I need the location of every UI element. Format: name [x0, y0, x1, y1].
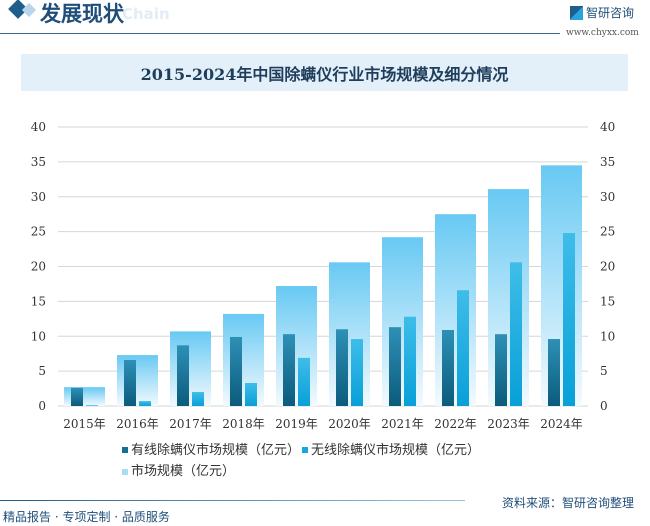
x-tick-label: 2020年 — [328, 417, 371, 431]
y-tick-left: 25 — [31, 225, 46, 239]
legend-item-wireless: 无线除螨仪市场规模（亿元） — [302, 440, 480, 461]
bar-wired — [71, 387, 83, 406]
y-tick-right: 0 — [600, 399, 608, 413]
y-tick-left: 0 — [38, 399, 46, 413]
bar-wired — [389, 327, 401, 406]
y-tick-right: 25 — [600, 225, 615, 239]
legend-swatch — [302, 447, 309, 453]
x-tick-label: 2021年 — [381, 417, 424, 431]
bar-total — [117, 355, 158, 406]
chart-title: 2015-2024年中国除螨仪行业市场规模及细分情况 — [140, 64, 509, 84]
footer-slogan: 精品报告 · 专项定制 · 品质服务 — [3, 510, 170, 524]
bar-wireless — [563, 233, 575, 406]
bar-total — [382, 237, 423, 406]
x-tick-label: 2024年 — [540, 417, 583, 431]
legend-swatch — [122, 447, 128, 453]
section-en: Chain — [122, 5, 170, 23]
x-tick-label: 2019年 — [275, 417, 318, 431]
bar-wired — [230, 336, 242, 406]
legend-item-wired: 有线除螨仪市场规模（亿元） — [122, 440, 300, 461]
chart-title-band: 2015-2024年中国除螨仪行业市场规模及细分情况 — [21, 54, 628, 91]
chart-legend: 有线除螨仪市场规模（亿元） 无线除螨仪市场规模（亿元） 市场规模（亿元） — [122, 439, 542, 482]
data-source: 资料来源：智研咨询整理 — [502, 496, 635, 510]
y-tick-right: 5 — [600, 364, 608, 378]
x-tick-label: 2015年 — [63, 417, 106, 431]
bar-wired — [495, 334, 507, 406]
bar-total — [435, 214, 476, 406]
bar-total — [223, 313, 264, 406]
y-tick-left: 5 — [38, 364, 46, 378]
bar-wireless — [298, 357, 310, 406]
header-divider — [0, 33, 560, 34]
y-tick-right: 20 — [600, 260, 615, 274]
bar-total — [170, 331, 211, 406]
bar-wireless — [351, 339, 363, 406]
bar-wireless — [245, 382, 257, 406]
bar-wired — [283, 334, 295, 406]
y-tick-right: 35 — [600, 155, 615, 169]
bar-wired — [442, 329, 454, 406]
y-tick-left: 40 — [31, 120, 46, 134]
y-tick-right: 40 — [600, 120, 615, 134]
x-tick-label: 2022年 — [434, 417, 477, 431]
brand-logo: 智研咨询 — [570, 4, 634, 21]
bar-total — [64, 387, 105, 406]
bar-wireless — [86, 405, 98, 406]
x-tick-label: 2016年 — [116, 417, 159, 431]
legend-label: 无线除螨仪市场规模（亿元） — [311, 442, 481, 458]
y-tick-left: 30 — [31, 190, 46, 204]
bar-wireless — [139, 401, 151, 406]
section-title: 发展现状 — [40, 1, 124, 26]
legend-item-total: 市场规模（亿元） — [122, 461, 235, 482]
x-tick-label: 2017年 — [169, 417, 212, 431]
bar-wired — [336, 329, 348, 406]
y-tick-left: 15 — [31, 294, 46, 308]
bar-wired — [548, 339, 560, 406]
bar-wireless — [192, 392, 204, 406]
footer-divider — [0, 500, 465, 501]
bar-total — [329, 262, 370, 406]
x-tick-label: 2023年 — [487, 417, 530, 431]
legend-label: 市场规模（亿元） — [131, 464, 236, 479]
logo-text: 智研咨询 — [586, 6, 635, 20]
logo-icon — [570, 5, 583, 20]
y-tick-right: 10 — [600, 329, 615, 343]
bar-wireless — [404, 316, 416, 406]
bar-total — [488, 189, 529, 406]
bar-wired — [177, 345, 189, 406]
y-tick-left: 20 — [31, 260, 46, 274]
bar-wired — [124, 359, 136, 406]
bar-wireless — [457, 290, 469, 406]
y-tick-right: 15 — [600, 294, 615, 308]
bar-total — [541, 165, 582, 406]
y-tick-left: 35 — [31, 155, 46, 169]
x-tick-label: 2018年 — [222, 417, 265, 431]
website-url: www.chyxx.com — [566, 28, 639, 38]
bar-total — [276, 286, 317, 406]
legend-swatch — [122, 468, 128, 475]
legend-label: 有线除螨仪市场规模（亿元） — [131, 442, 301, 458]
y-tick-left: 10 — [31, 329, 46, 343]
bar-wireless — [510, 262, 522, 406]
y-tick-right: 30 — [600, 190, 615, 204]
